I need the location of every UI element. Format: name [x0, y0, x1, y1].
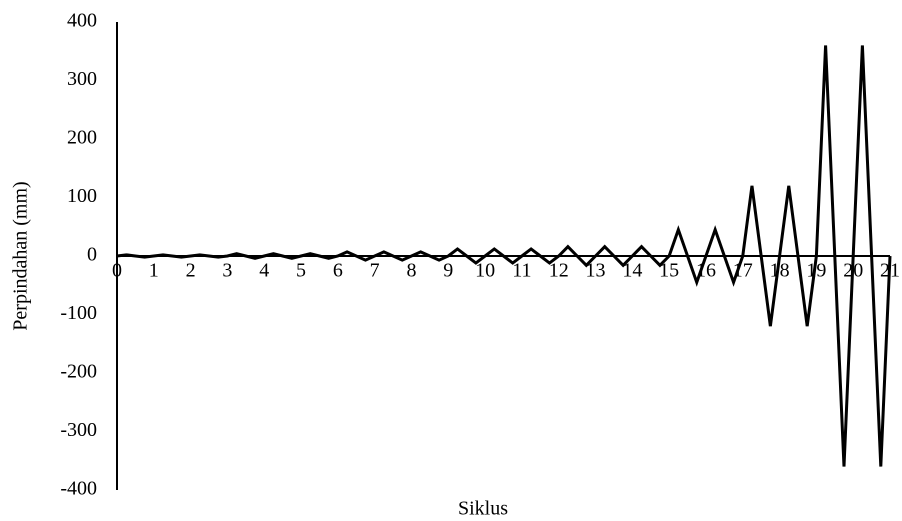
y-tick-label: -200 [60, 361, 97, 383]
y-axis-title: Perpindahan (mm) [10, 181, 32, 330]
x-tick-label: 13 [586, 260, 606, 282]
y-tick-label: 100 [67, 185, 97, 207]
x-tick-label: 3 [222, 260, 232, 282]
x-tick-label: 1 [149, 260, 159, 282]
x-tick-label: 18 [770, 260, 790, 282]
y-tick-label: 200 [67, 127, 97, 149]
x-tick-label: 4 [259, 260, 269, 282]
y-tick-label: -300 [60, 419, 97, 441]
x-tick-label: 12 [549, 260, 569, 282]
x-axis-title: Siklus [458, 498, 508, 520]
x-tick-label: 8 [406, 260, 416, 282]
y-tick-label: 400 [67, 10, 97, 32]
x-tick-label: 5 [296, 260, 306, 282]
x-tick-label: 19 [806, 260, 826, 282]
x-tick-label: 14 [622, 260, 642, 282]
y-tick-label: 300 [67, 68, 97, 90]
x-tick-label: 15 [659, 260, 679, 282]
x-tick-label: 10 [475, 260, 495, 282]
x-tick-label: 6 [333, 260, 343, 282]
y-tick-label: -100 [60, 302, 97, 324]
x-tick-label: 0 [112, 260, 122, 282]
x-tick-label: 9 [443, 260, 453, 282]
x-tick-label: 17 [733, 260, 753, 282]
y-tick-label: 0 [87, 244, 97, 266]
x-tick-label: 2 [186, 260, 196, 282]
x-tick-label: 11 [512, 260, 531, 282]
data-line [116, 45, 892, 467]
y-tick-label: -400 [60, 478, 97, 500]
x-tick-label: 7 [370, 260, 380, 282]
x-tick-label: 16 [696, 260, 716, 282]
